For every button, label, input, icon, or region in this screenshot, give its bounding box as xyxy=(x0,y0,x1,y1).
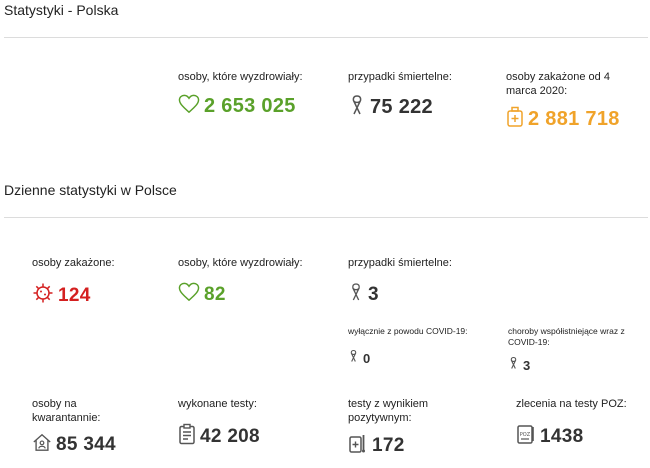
daily-recovered-label: osoby, które wyzdrowiały: xyxy=(178,257,303,269)
daily-infected-stat: osoby zakażone: 124 xyxy=(32,256,162,309)
virus-icon xyxy=(32,282,54,309)
quarantine-value: 85 344 xyxy=(56,433,116,455)
medical-kit-icon xyxy=(506,106,524,133)
positive-tests-stat: testy z wynikiem pozytywnym: 172 xyxy=(348,397,468,459)
house-icon xyxy=(32,432,52,457)
total-recovered-stat: osoby, które wyzdrowiały: 2 653 025 xyxy=(178,70,328,119)
daily-deaths-label: przypadki śmiertelne: xyxy=(348,257,452,269)
poz-orders-value: 1438 xyxy=(540,425,584,447)
tests-value: 42 208 xyxy=(200,425,260,447)
daily-deaths-comorbid-stat: choroby współistniejące wraz z COVID-19:… xyxy=(508,326,644,375)
ribbon-icon xyxy=(508,356,519,375)
daily-deaths-covid-only-label: wyłącznie z powodu COVID-19: xyxy=(348,326,468,336)
total-deaths-stat: przypadki śmiertelne: 75 222 xyxy=(348,70,498,121)
heart-icon xyxy=(178,94,200,119)
clipboard-icon xyxy=(178,423,196,450)
svg-text:POZ: POZ xyxy=(520,432,531,438)
ribbon-icon xyxy=(348,349,359,368)
section-title-poland: Statystyki - Polska xyxy=(4,2,119,18)
divider xyxy=(4,217,648,218)
positive-tests-value: 172 xyxy=(372,434,405,456)
divider xyxy=(4,37,648,38)
ribbon-icon xyxy=(348,282,364,307)
daily-infected-value: 124 xyxy=(58,284,91,306)
tests-stat: wykonane testy: 42 208 xyxy=(178,397,328,450)
daily-deaths-stat: przypadki śmiertelne: 3 xyxy=(348,256,498,307)
poz-orders-stat: zlecenia na testy POZ: POZ 1438 xyxy=(516,397,646,450)
poz-orders-label: zlecenia na testy POZ: xyxy=(516,398,627,410)
ribbon-icon xyxy=(348,94,366,121)
daily-infected-label: osoby zakażone: xyxy=(32,257,115,269)
daily-recovered-stat: osoby, które wyzdrowiały: 82 xyxy=(178,256,328,307)
daily-deaths-value: 3 xyxy=(368,283,379,305)
positive-tests-label: testy z wynikiem pozytywnym: xyxy=(348,398,429,424)
poz-document-icon: POZ xyxy=(516,423,536,450)
total-infected-label: osoby zakażone od 4 marca 2020: xyxy=(506,71,610,97)
daily-deaths-covid-only-value: 0 xyxy=(363,351,371,366)
daily-deaths-comorbid-value: 3 xyxy=(523,358,531,373)
tests-label: wykonane testy: xyxy=(178,398,257,410)
section-title-daily: Dzienne statystyki w Polsce xyxy=(4,182,177,198)
total-recovered-label: osoby, które wyzdrowiały: xyxy=(178,71,303,83)
daily-deaths-covid-only-stat: wyłącznie z powodu COVID-19: 0 xyxy=(348,326,488,368)
total-infected-value: 2 881 718 xyxy=(528,108,620,130)
total-infected-stat: osoby zakażone od 4 marca 2020: 2 881 71… xyxy=(506,70,642,133)
heart-icon xyxy=(178,282,200,307)
daily-deaths-comorbid-label: choroby współistniejące wraz z COVID-19: xyxy=(508,326,625,347)
quarantine-label: osoby na kwarantannie: xyxy=(32,398,101,424)
total-recovered-value: 2 653 025 xyxy=(204,95,296,117)
total-deaths-label: przypadki śmiertelne: xyxy=(348,71,452,83)
total-deaths-value: 75 222 xyxy=(370,96,433,118)
test-tube-icon xyxy=(348,432,368,459)
quarantine-stat: osoby na kwarantannie: 85 344 xyxy=(32,397,152,457)
daily-recovered-value: 82 xyxy=(204,283,226,305)
